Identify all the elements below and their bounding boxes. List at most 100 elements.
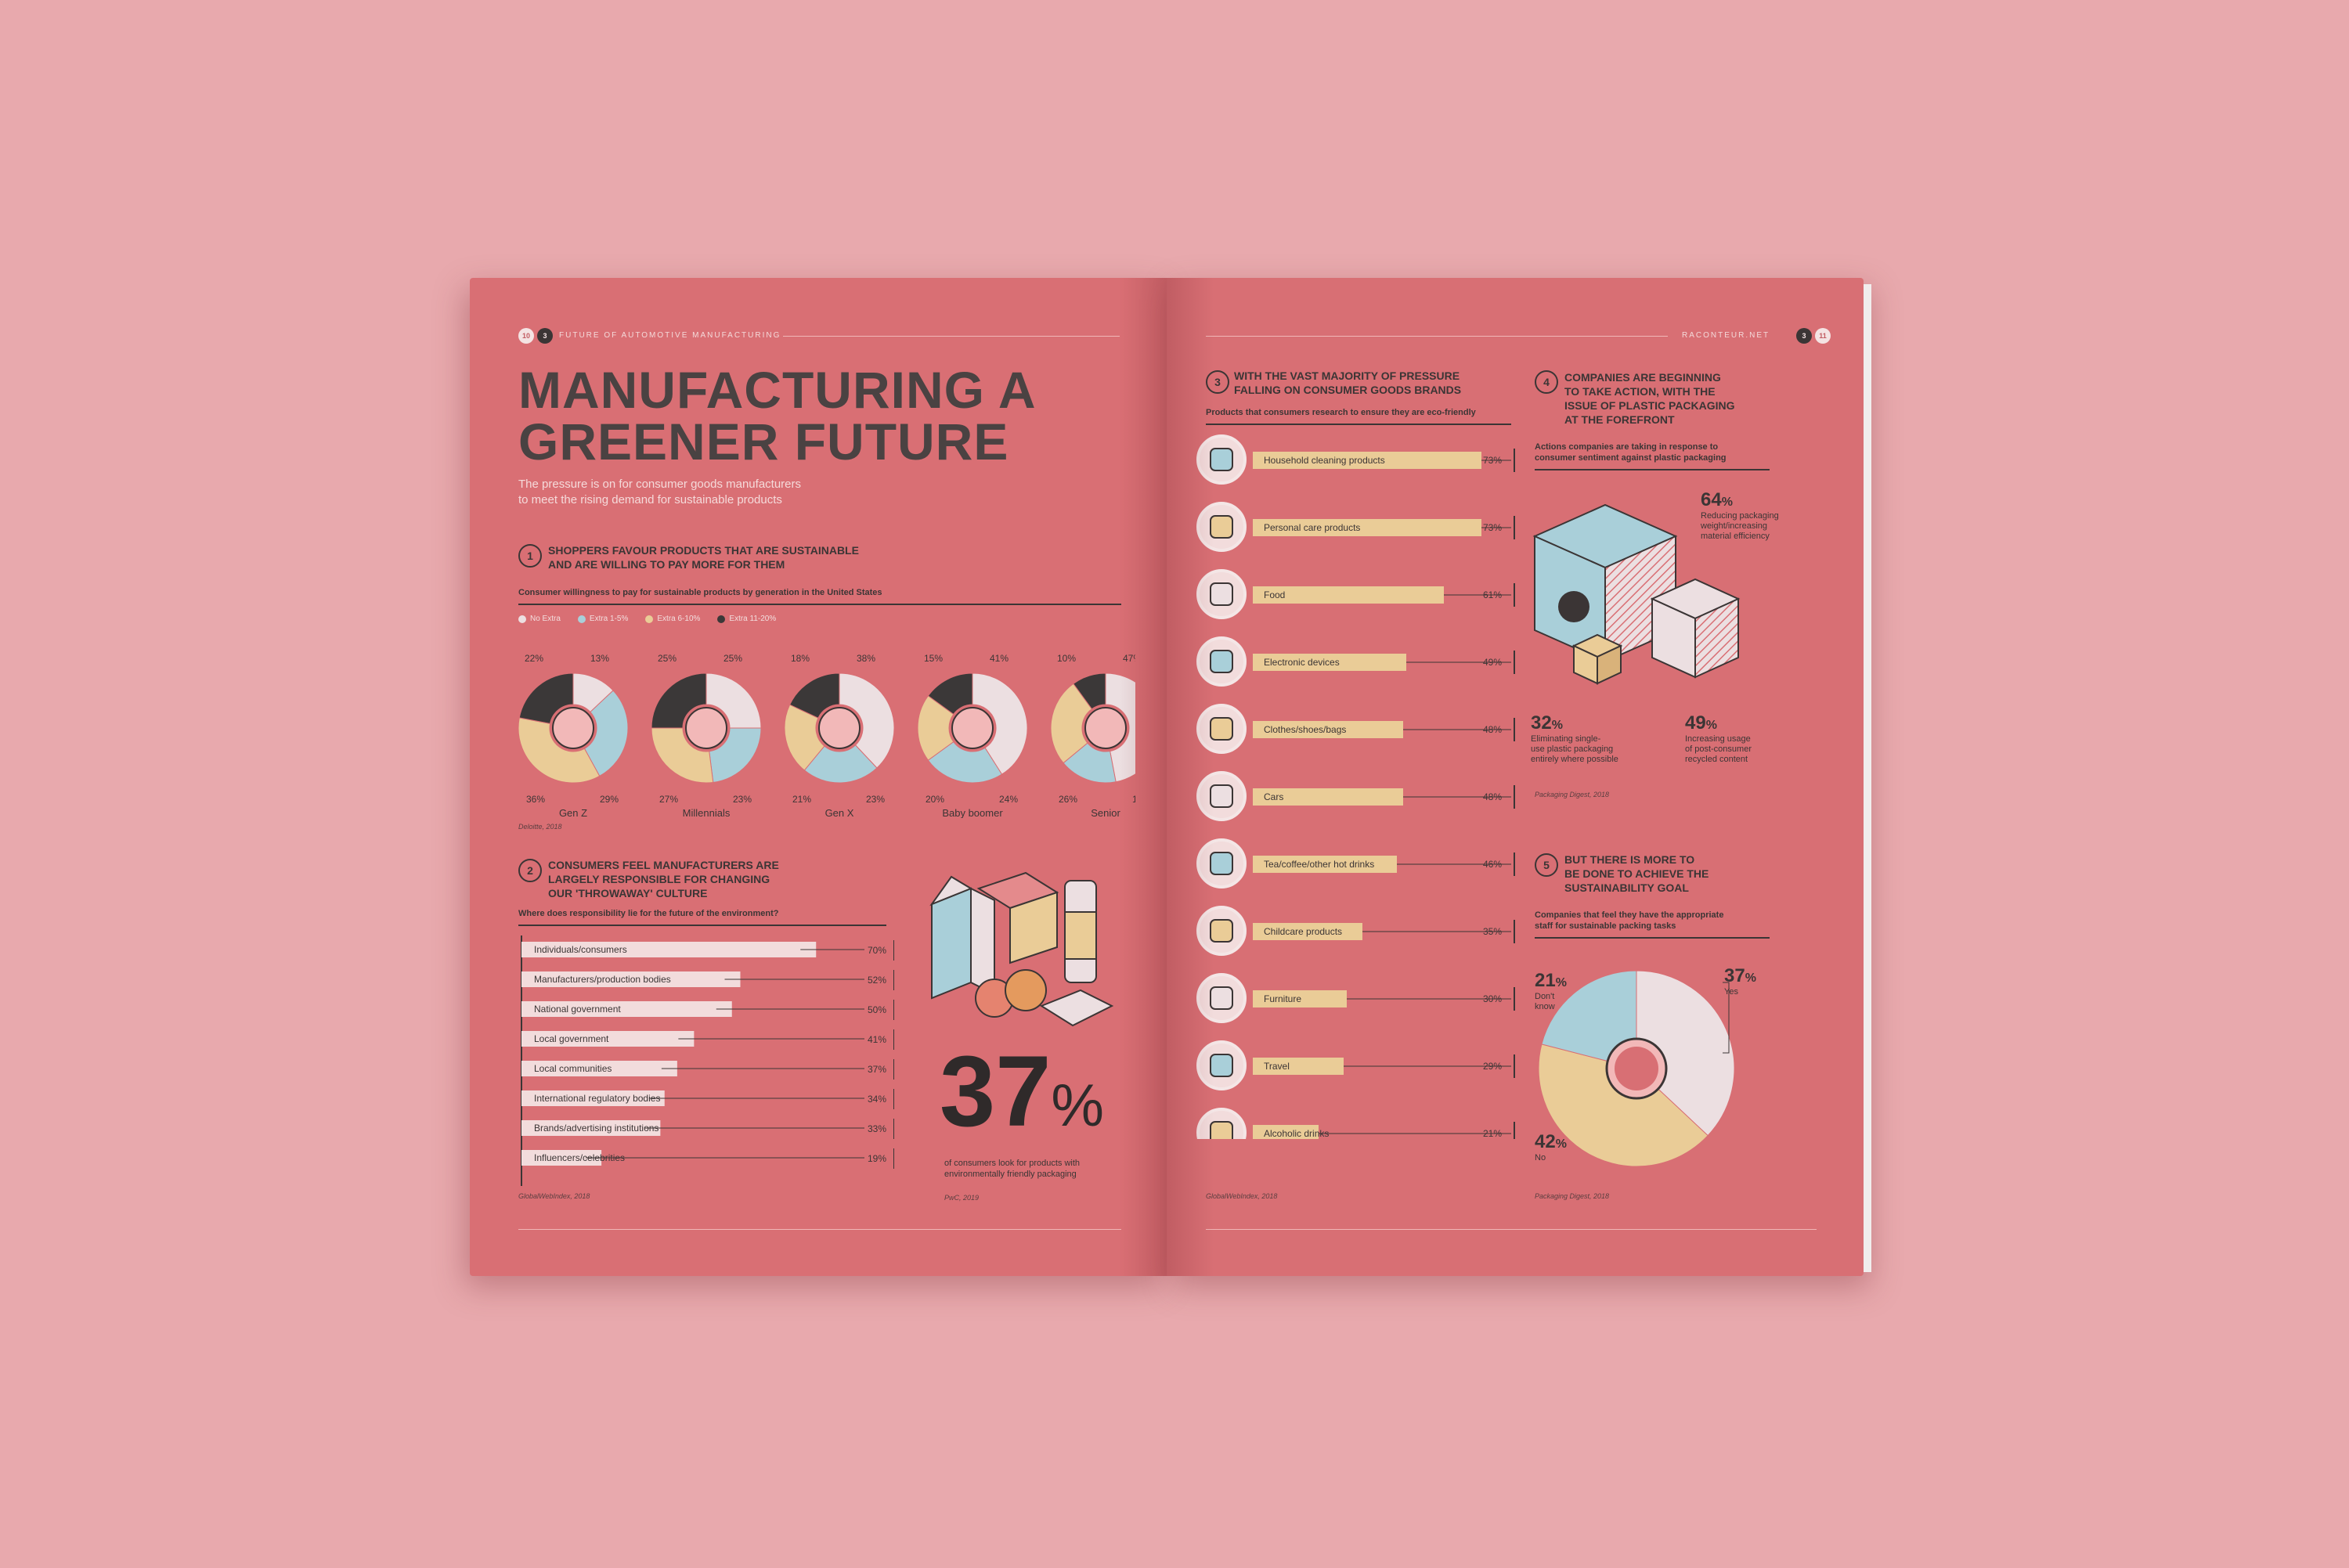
bar-value-label: 34%: [868, 1094, 886, 1105]
right-page: RACONTEUR.NET 3 11 3 WITH THE VAST MAJOR…: [1167, 278, 1864, 1276]
bar: [1253, 452, 1481, 469]
bar: [1253, 788, 1403, 806]
donut-label: 17%: [1132, 794, 1135, 805]
pacifier-icon-glyph: [1210, 919, 1233, 943]
bottle-icon-glyph: [1210, 1121, 1233, 1139]
donut-label: 22%: [525, 653, 543, 664]
donut-segment: [788, 672, 840, 719]
footer-rule-left: [518, 1229, 1121, 1230]
bar: [521, 971, 741, 987]
donut-label: 36%: [526, 794, 545, 805]
legend-extra-6-10: Extra 6-10%: [645, 615, 700, 623]
donut-label: 23%: [866, 794, 885, 805]
cup-icon-glyph: [1210, 852, 1233, 875]
donut-label: 15%: [924, 653, 943, 664]
bar-value-label: 61%: [1483, 589, 1502, 600]
bar-category-label: Food: [1264, 589, 1285, 600]
section-5-number: 5: [1535, 853, 1558, 877]
subtitle-line-2: to meet the rising demand for sustainabl…: [518, 493, 782, 506]
bar-value-label: 35%: [1483, 926, 1502, 937]
bar-value-label: 48%: [1483, 724, 1502, 735]
bar-value-label: 41%: [868, 1034, 886, 1045]
bar-value-label: 70%: [868, 945, 886, 956]
section-2-caption: Where does responsibility lie for the fu…: [518, 909, 779, 918]
spray-bottle-icon-glyph: [1210, 448, 1233, 471]
donut-segment: [927, 741, 1003, 784]
bar-value-label: 48%: [1483, 791, 1502, 802]
section-5-source: Packaging Digest, 2018: [1535, 1192, 1610, 1200]
donut-segment: [839, 672, 895, 769]
running-header: FUTURE OF AUTOMOTIVE MANUFACTURING: [559, 331, 781, 340]
section-4-heading-2: TO TAKE ACTION, WITH THE: [1564, 385, 1716, 398]
issue-mark-right: 3: [1796, 328, 1812, 344]
bar-value-label: 19%: [868, 1153, 886, 1164]
header-rule: [783, 336, 1120, 337]
action-a-label-1: Reducing packaging: [1701, 511, 1779, 521]
section-4-number: 4: [1535, 370, 1558, 394]
bar: [1253, 990, 1347, 1007]
donut-label: 26%: [1059, 794, 1077, 805]
donut-generation-label: Gen Z: [559, 807, 587, 818]
donut-label: 10%: [1057, 653, 1076, 664]
generation-donut-charts: 13% 29% 36% 22% Gen Z 25% 23% 27% 25% Millennials…: [518, 653, 1135, 818]
section-1-caption: Consumer willingness to pay for sustaina…: [518, 588, 882, 597]
donut-segment: [518, 672, 574, 724]
bar-category-label: Local communities: [534, 1063, 612, 1074]
bar: [1253, 1058, 1344, 1075]
bar-category-label: Local government: [534, 1033, 609, 1044]
donut-center: [818, 707, 861, 749]
section-1-number: 1: [518, 544, 542, 568]
donut-label: 13%: [590, 653, 609, 664]
no-value: 42%: [1535, 1131, 1567, 1152]
section-3-caption: Products that consumers research to ensu…: [1206, 408, 1476, 417]
section-1-heading-1: SHOPPERS FAVOUR PRODUCTS THAT ARE SUSTAI…: [548, 544, 859, 557]
page-title-line-2: GREENER FUTURE: [518, 413, 1009, 470]
isometric-boxes-illustration: [1532, 503, 1741, 685]
bar-value-label: 37%: [868, 1064, 886, 1075]
bar-category-label: Brands/advertising institutions: [534, 1123, 659, 1134]
donut-segment: [709, 727, 762, 784]
bar: [1253, 856, 1397, 873]
page-edge: [1864, 284, 1871, 1272]
action-a-label-3: material efficiency: [1701, 532, 1770, 541]
dont-know-label-1: Don't: [1535, 992, 1555, 1001]
section-4-caption-2: consumer sentiment against plastic packa…: [1535, 453, 1727, 463]
bag-icon-glyph: [1210, 717, 1233, 741]
section-3-heading-1: WITH THE VAST MAJORITY OF PRESSURE: [1234, 369, 1460, 382]
action-c-label-3: recycled content: [1685, 755, 1748, 764]
donut-segment: [784, 704, 825, 771]
bar: [521, 1061, 677, 1076]
section-5-heading-1: BUT THERE IS MORE TO: [1564, 853, 1695, 866]
bar-category-label: National government: [534, 1004, 621, 1015]
bar-category-label: Household cleaning products: [1264, 455, 1385, 466]
left-page: 10 3 FUTURE OF AUTOMOTIVE MANUFACTURING …: [470, 278, 1167, 1276]
bar: [521, 942, 817, 957]
bar: [1253, 1125, 1319, 1139]
donut-hole: [1615, 1047, 1658, 1090]
bar-value-label: 46%: [1483, 859, 1502, 870]
donut-center: [685, 707, 727, 749]
section-1-heading-2: AND ARE WILLING TO PAY MORE FOR THEM: [548, 558, 785, 571]
donut-segment: [518, 717, 601, 784]
donut-legend: No Extra Extra 1-5% Extra 6-10% Extra 11…: [518, 615, 776, 623]
bar-value-label: 21%: [1483, 1128, 1502, 1139]
donut-label: 27%: [659, 794, 678, 805]
action-b-label-2: use plastic packaging: [1531, 744, 1614, 754]
stat-value: 37%: [940, 1036, 1104, 1148]
section-5-caption-2: staff for sustainable packing tasks: [1535, 921, 1676, 931]
section-1-source: Deloitte, 2018: [518, 823, 562, 831]
section-5-caption-1: Companies that feel they have the approp…: [1535, 910, 1724, 920]
bar-category-label: Travel: [1264, 1061, 1290, 1072]
section-2-rule: [518, 925, 886, 926]
section-2-heading-1: CONSUMERS FEEL MANUFACTURERS ARE: [548, 859, 779, 871]
section-4-heading-3: ISSUE OF PLASTIC PACKAGING: [1564, 399, 1735, 412]
smartphone-icon-glyph: [1210, 650, 1233, 673]
bar-value-label: 30%: [1483, 993, 1502, 1004]
bar-value-label: 52%: [868, 975, 886, 986]
donut-center: [951, 707, 994, 749]
bar: [1253, 519, 1481, 536]
donut-label: 24%: [999, 794, 1018, 805]
bar-value-label: 49%: [1483, 657, 1502, 668]
page-title-line-1: MANUFACTURING A: [518, 361, 1037, 419]
donut-segment: [705, 672, 762, 729]
